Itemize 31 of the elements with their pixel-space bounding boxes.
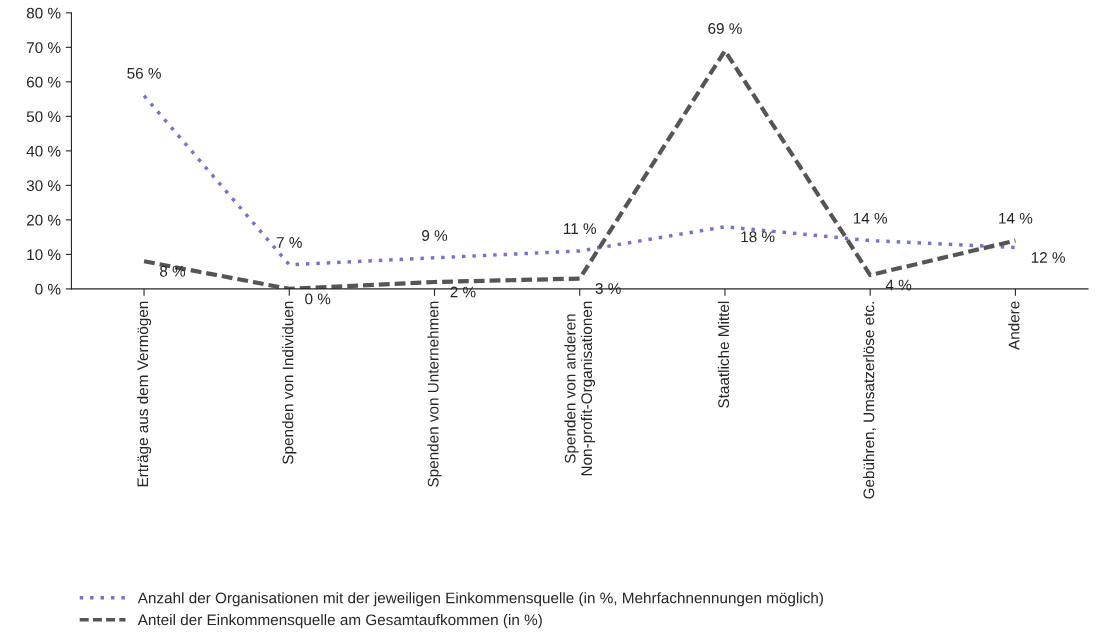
data-label: 14 %	[853, 212, 888, 224]
data-label: 0 %	[305, 293, 331, 305]
data-label: 56 %	[127, 67, 161, 79]
data-label: 11 %	[564, 223, 597, 234]
x-tick-label: Staatliche Mittel	[717, 301, 730, 408]
y-tick-label: 20 %	[26, 214, 61, 226]
x-tick-label: Spenden von anderen Non-profit-Organisationen	[564, 301, 596, 476]
data-label: 7 %	[276, 237, 302, 248]
x-tick-label: Erträge aus dem Vermögen	[136, 301, 152, 487]
legend-label: Anteil der Einkommensquelle am Gesamtaufkommen (in %)	[137, 614, 542, 629]
y-tick-label: 40 %	[26, 145, 61, 157]
line-series	[142, 93, 1018, 267]
y-tick-label: 50 %	[26, 111, 61, 123]
y-tick-label: 0 %	[35, 283, 61, 295]
y-tick-label: 70 %	[26, 42, 61, 54]
legend-label: Anzahl der Organisationen mit der jeweiligen Einkommensquelle (in %, Mehrfachnennungen möglich)	[137, 592, 823, 607]
x-tick-label: Spenden von Individuen	[282, 301, 297, 464]
x-tick-label: Andere	[1008, 301, 1020, 350]
x-tick-label: Spenden von Unternehmen	[427, 301, 442, 487]
y-tick-label: 80 %	[26, 7, 61, 19]
y-tick-label: 30 %	[26, 180, 61, 192]
data-label: 14 %	[999, 212, 1033, 224]
x-tick-label: Gebühren, Umsatzerlöse etc.	[863, 302, 877, 499]
data-label: 4 %	[885, 279, 912, 291]
data-label: 9 %	[422, 230, 448, 241]
data-label: 18 %	[741, 231, 775, 243]
data-label: 12 %	[1031, 252, 1065, 263]
y-tick-label: 10 %	[27, 249, 61, 261]
data-label: 2 %	[450, 286, 476, 298]
data-label: 69 %	[708, 23, 742, 34]
y-tick-label: 60 %	[26, 76, 61, 88]
